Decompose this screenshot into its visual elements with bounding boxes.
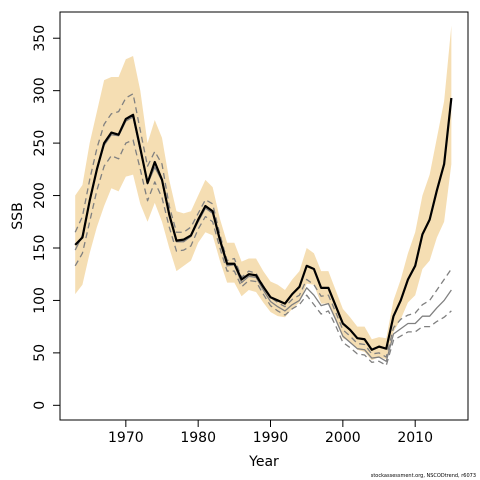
x-tick-label: 1990	[253, 430, 289, 446]
x-axis-label: Year	[248, 454, 279, 470]
y-axis-label: SSB	[10, 202, 26, 229]
y-tick-label: 350	[32, 25, 48, 52]
y-tick-label: 250	[32, 130, 48, 157]
confidence-band	[75, 25, 452, 361]
x-tick-label: 1980	[180, 430, 216, 446]
y-tick-label: 300	[32, 77, 48, 104]
series-line	[74, 139, 452, 367]
plot-frame	[59, 11, 469, 421]
x-tick-label: 2000	[325, 430, 361, 446]
y-tick-label: 200	[32, 182, 48, 209]
y-tick-label: 0	[32, 401, 48, 410]
y-tick-label: 50	[32, 344, 48, 362]
x-tick-label: 1970	[108, 430, 144, 446]
series-line	[74, 97, 453, 351]
x-tick-label: 2010	[397, 430, 433, 446]
y-tick-label: 150	[32, 235, 48, 262]
footnote: stockassessment.org, NSCODtrend, r6073	[371, 473, 476, 479]
y-tick-label: 100	[32, 287, 48, 314]
